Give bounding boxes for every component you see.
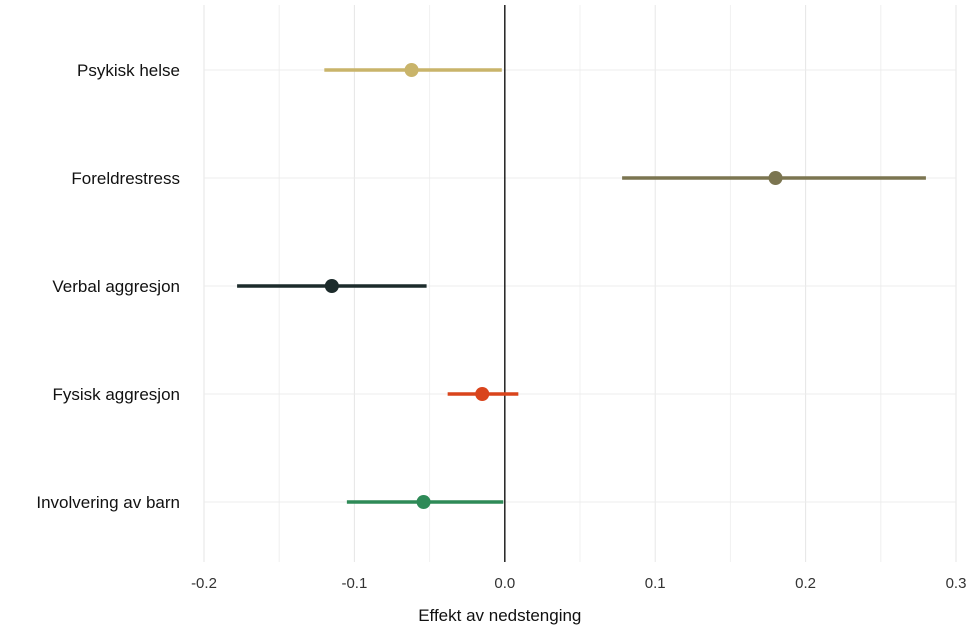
x-tick-label: 0.3 [946,575,967,592]
estimate-row [324,63,502,77]
point-estimate [404,63,419,77]
category-label: Verbal aggresjon [52,277,180,296]
point-estimate [416,495,431,509]
estimate-row [346,495,504,509]
category-label: Involvering av barn [36,493,180,512]
estimate-row [622,171,926,185]
x-axis-title: Effekt av nedstenging [418,606,581,625]
point-estimate [475,387,490,401]
grid-lines [203,5,957,562]
category-label: Fysisk aggresjon [52,385,180,404]
point-estimate [768,171,783,185]
x-axis-ticks: -0.2 -0.1 0.0 0.1 0.2 0.3 [191,575,966,592]
x-tick-label: 0.2 [795,575,816,592]
x-tick-label: 0.1 [645,575,666,592]
category-labels: Psykisk helse Foreldrestress Verbal aggres… [36,61,180,512]
point-estimate [324,279,339,293]
x-tick-label: -0.1 [341,575,367,592]
effect-estimates [237,63,926,509]
x-tick-label: -0.2 [191,575,217,592]
estimate-row [237,279,427,293]
category-label: Foreldrestress [71,169,180,188]
x-tick-label: 0.0 [494,575,515,592]
category-label: Psykisk helse [77,61,180,80]
estimate-row [447,387,519,401]
